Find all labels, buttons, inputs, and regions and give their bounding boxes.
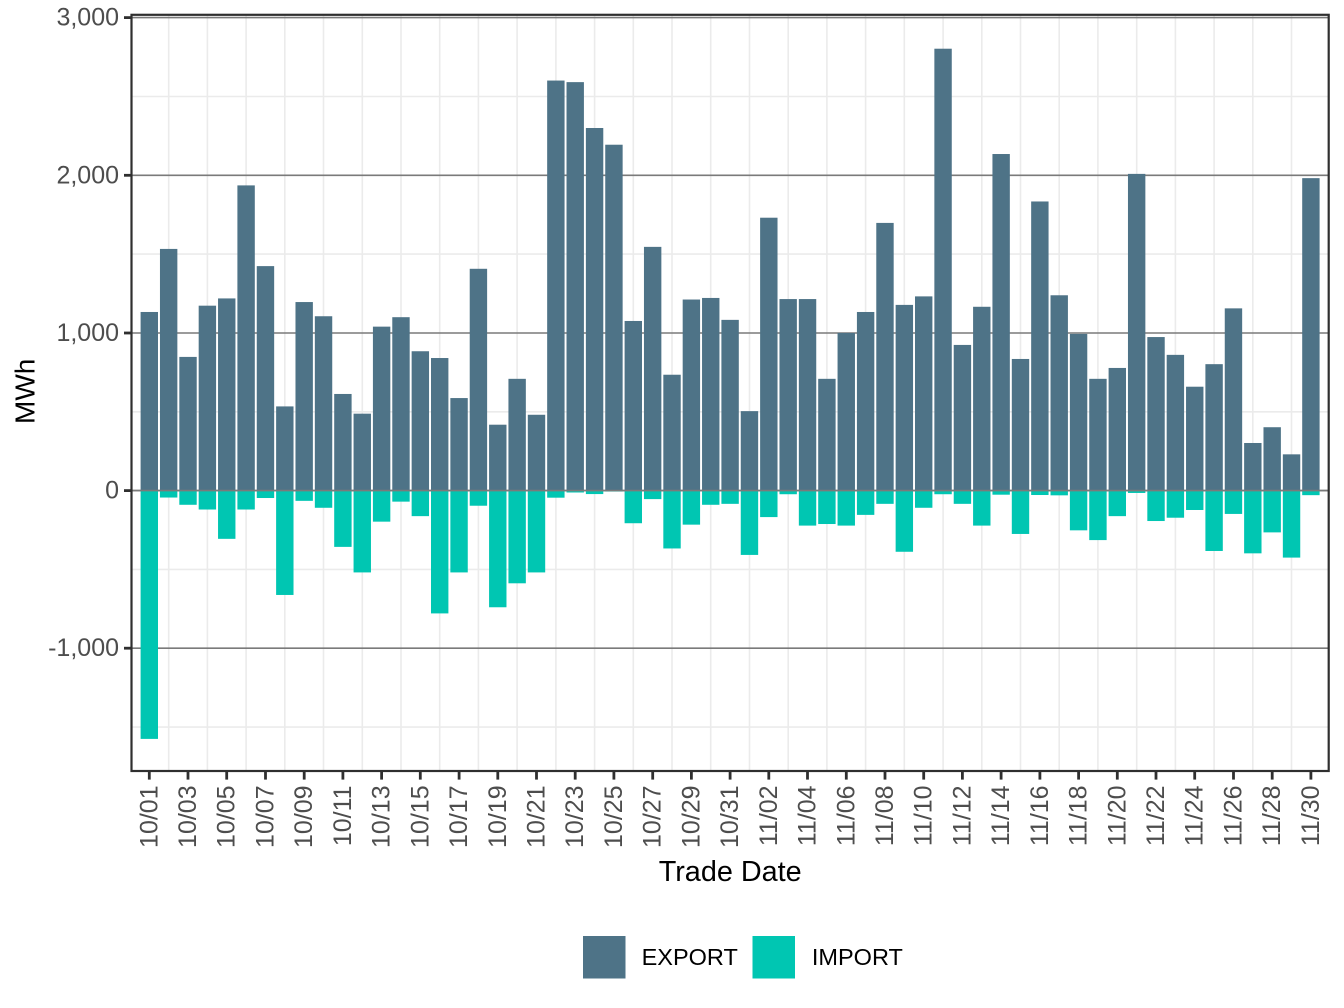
svg-text:11/10: 11/10 <box>910 785 938 846</box>
svg-text:11/04: 11/04 <box>794 785 822 846</box>
svg-text:11/30: 11/30 <box>1297 785 1325 846</box>
svg-text:11/24: 11/24 <box>1181 785 1209 846</box>
svg-text:EXPORT: EXPORT <box>642 944 738 970</box>
svg-text:3,000: 3,000 <box>56 4 119 32</box>
svg-text:11/06: 11/06 <box>832 785 860 846</box>
svg-text:10/15: 10/15 <box>406 785 434 848</box>
svg-text:10/29: 10/29 <box>677 785 705 848</box>
svg-text:10/25: 10/25 <box>600 785 628 848</box>
svg-text:MWh: MWh <box>10 359 41 424</box>
svg-text:10/17: 10/17 <box>445 785 473 848</box>
svg-text:10/19: 10/19 <box>484 785 512 848</box>
svg-text:2,000: 2,000 <box>56 161 119 189</box>
svg-text:11/12: 11/12 <box>948 785 976 846</box>
svg-text:1,000: 1,000 <box>56 319 119 347</box>
svg-text:11/08: 11/08 <box>871 785 899 846</box>
svg-text:10/09: 10/09 <box>290 785 318 848</box>
svg-text:10/07: 10/07 <box>252 785 280 848</box>
svg-text:0: 0 <box>105 477 119 505</box>
svg-text:11/14: 11/14 <box>987 785 1015 846</box>
svg-text:11/28: 11/28 <box>1258 785 1286 846</box>
svg-text:11/16: 11/16 <box>1026 785 1054 846</box>
svg-text:10/05: 10/05 <box>213 785 241 848</box>
svg-text:10/23: 10/23 <box>561 785 589 848</box>
svg-text:11/20: 11/20 <box>1103 785 1131 846</box>
svg-text:10/03: 10/03 <box>174 785 202 848</box>
svg-text:Trade Date: Trade Date <box>659 856 802 888</box>
svg-text:10/31: 10/31 <box>716 785 744 848</box>
svg-text:11/22: 11/22 <box>1142 785 1170 846</box>
svg-text:11/02: 11/02 <box>755 785 783 846</box>
svg-text:10/27: 10/27 <box>639 785 667 848</box>
svg-text:-1,000: -1,000 <box>48 634 119 662</box>
svg-text:11/26: 11/26 <box>1220 785 1248 846</box>
svg-text:11/18: 11/18 <box>1065 785 1093 846</box>
svg-text:10/13: 10/13 <box>368 785 396 848</box>
svg-text:10/21: 10/21 <box>523 785 551 848</box>
svg-text:10/01: 10/01 <box>135 785 163 848</box>
svg-text:IMPORT: IMPORT <box>812 944 903 970</box>
svg-text:10/11: 10/11 <box>329 785 357 846</box>
